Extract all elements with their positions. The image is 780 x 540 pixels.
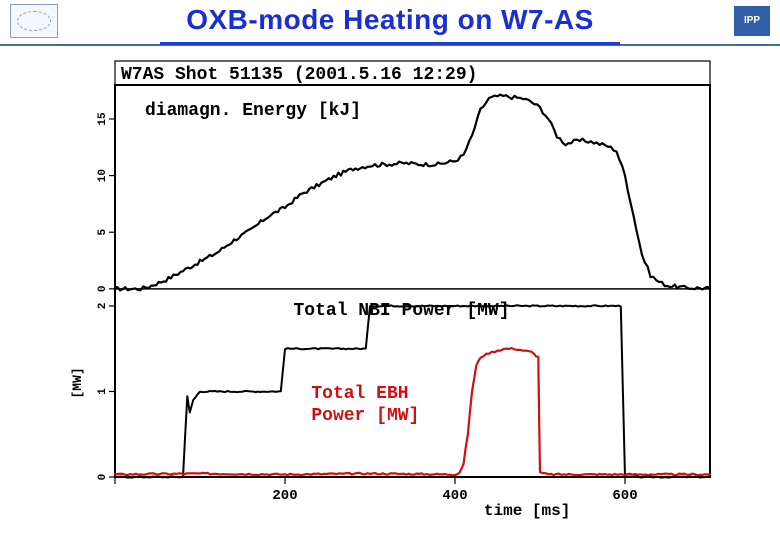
panel-label-nbi: Total NBI Power [MW] [294,301,510,321]
y-tick-label: 5 [97,229,109,236]
x-tick-label: 400 [442,488,467,504]
y-tick-label: 10 [97,169,109,182]
title-underline [160,42,620,45]
x-axis-label: time [ms] [484,502,570,520]
y-tick-label: 2 [97,303,109,310]
ipp-logo [734,6,770,36]
energy-trace [115,95,710,291]
ebh-label-line1: Total EBH [311,384,408,404]
y-tick-label: 15 [97,112,109,126]
x-tick-label: 200 [272,488,297,504]
y-tick-label: 0 [97,286,109,293]
ebh-label-line2: Power [MW] [311,406,419,426]
header: OXB-mode Heating on W7-AS [0,0,780,46]
shot-label: W7AS Shot 51135 (2001.5.16 12:29) [121,65,477,85]
chart-figure: W7AS Shot 51135 (2001.5.16 12:29)2004006… [60,55,720,525]
nbi-trace [115,305,710,477]
slide-title: OXB-mode Heating on W7-AS [0,4,780,36]
x-tick-label: 600 [612,488,637,504]
y-axis-label-mw: [MW] [70,367,85,398]
y-tick-label: 0 [97,474,109,481]
panel-label-energy: diamagn. Energy [kJ] [145,101,361,121]
y-tick-label: 1 [97,388,109,395]
